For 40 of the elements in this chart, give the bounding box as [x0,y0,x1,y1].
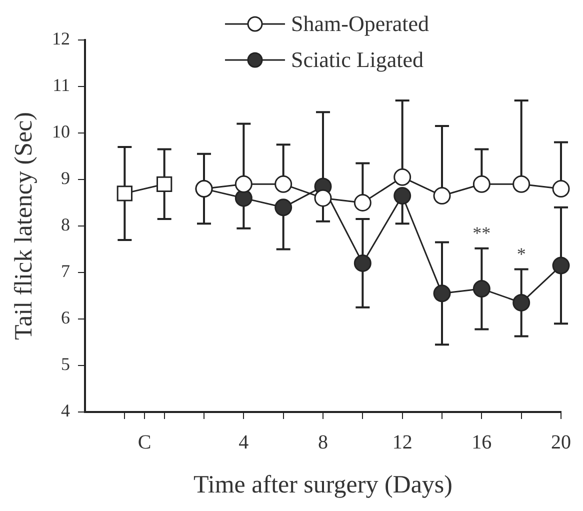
x-tick-label: 4 [238,431,249,454]
y-tick-label: 7 [61,261,70,282]
point [274,175,292,193]
point [116,186,132,202]
annotation: * [516,244,526,264]
y-tick-label: 12 [52,28,70,49]
point [354,194,372,212]
x-tick-label: 12 [392,431,412,454]
y-tick-label: 10 [52,122,70,142]
x-tick-label: C [138,431,152,454]
point [552,180,570,198]
point [274,198,292,216]
x-tick-label: 16 [472,431,492,454]
point [433,187,451,205]
point [472,175,490,193]
point [552,256,570,274]
point [394,168,412,186]
y-tick-label: 6 [61,308,70,328]
point [512,294,530,312]
point [433,284,451,302]
point [472,280,490,298]
y-tick-label: 8 [61,214,70,235]
point [234,189,252,207]
point [314,189,332,207]
x-axis-title: Time after surgery (Days) [194,472,452,499]
annotation: ** [472,223,491,244]
legend-label: Sciatic Ligated [291,47,424,73]
point [234,175,252,193]
y-tick-label: 11 [52,75,70,96]
y-tick-label: 4 [61,400,70,421]
point [512,175,530,193]
point [156,176,172,192]
y-tick-label: 5 [61,354,70,374]
y-axis-title: Tail flick latency (Sec) [10,112,38,340]
x-tick-label: 8 [318,431,328,454]
x-tick-label: 20 [551,431,571,454]
legend-label: Sham-Operated [291,11,430,37]
y-tick-label: 9 [61,168,70,188]
point [394,187,412,205]
point [354,254,372,272]
